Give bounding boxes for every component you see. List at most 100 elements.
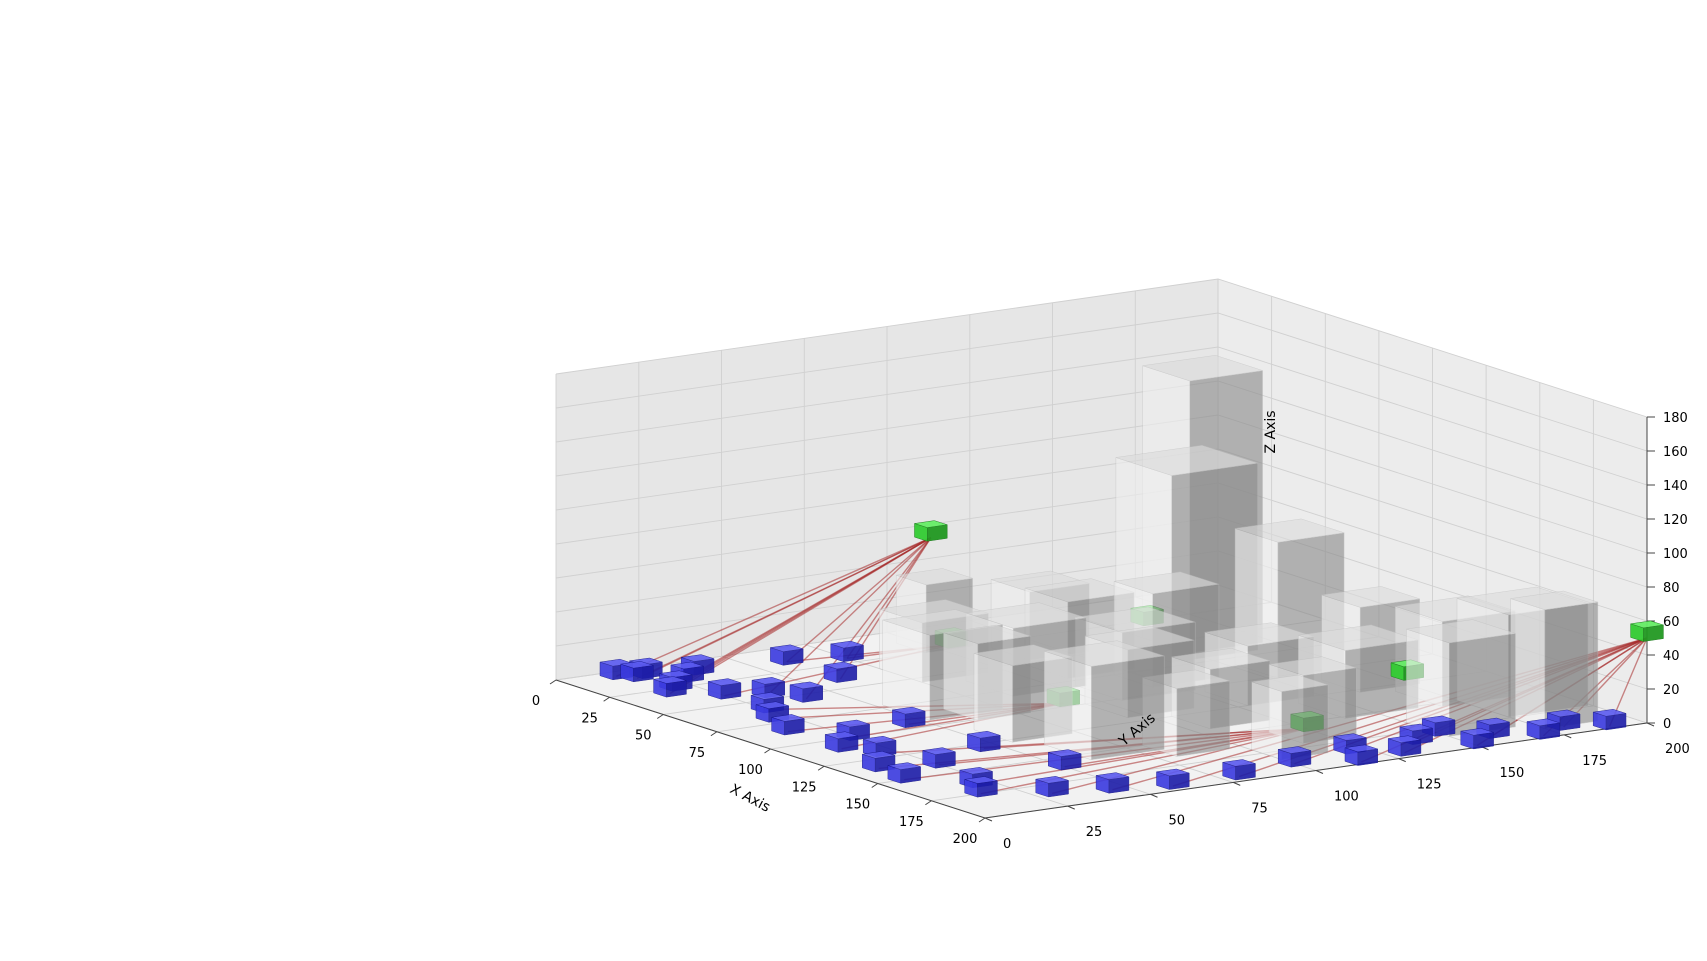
ground-node-top: [755, 701, 789, 709]
ground-node: [1048, 749, 1082, 771]
building-bar-top: [943, 624, 1031, 644]
building-bar-front: [882, 619, 931, 721]
ground-node-top: [823, 661, 857, 670]
building-bar-top: [1075, 606, 1196, 633]
x-tick-mark: [549, 679, 557, 685]
ground-node: [830, 640, 864, 663]
ground-node: [1592, 709, 1627, 731]
y-tick-label: 150: [1500, 766, 1525, 781]
link-line: [636, 537, 932, 679]
building-bar-top: [1142, 355, 1263, 382]
y-tick-label: 75: [1251, 801, 1268, 816]
building-bar-top: [1234, 518, 1345, 543]
ground-node: [789, 681, 823, 703]
ground-node-top: [620, 661, 654, 669]
x-tick-mark: [978, 817, 986, 823]
y-tick-mark: [1564, 734, 1572, 739]
z-grid-line: [555, 312, 1648, 452]
ground-node-top: [1547, 709, 1581, 718]
y-tick-label: 175: [1582, 754, 1607, 769]
ground-node-top: [653, 676, 687, 684]
ground-node-top: [964, 776, 998, 784]
ground-node-top: [967, 730, 1001, 739]
z-tick-label: 160: [1663, 445, 1688, 460]
z-tick-label: 20: [1663, 683, 1680, 698]
ground-node-top: [1460, 728, 1494, 736]
ground-node-top: [708, 678, 741, 686]
ground-node: [1035, 776, 1069, 798]
z-tick-label: 0: [1663, 717, 1671, 732]
building-bar-top: [1044, 640, 1165, 667]
y-tick-mark: [1398, 758, 1406, 763]
ground-node-top: [1399, 723, 1433, 732]
x-tick-mark: [603, 696, 610, 702]
ground-node-top: [1344, 744, 1378, 753]
ground-node-top: [1388, 735, 1421, 743]
x-tick-label: 125: [792, 780, 817, 795]
building-bar-front: [1251, 681, 1282, 760]
building-bar-side: [1544, 601, 1599, 729]
x-tick-mark: [764, 748, 771, 754]
link-line: [846, 537, 932, 659]
ground-node: [1387, 735, 1422, 757]
ground-node: [771, 714, 805, 736]
y-tick-label: 125: [1417, 778, 1442, 793]
ground-node: [892, 706, 926, 729]
y-tick-mark: [1067, 805, 1075, 810]
ground-node-top: [751, 692, 784, 700]
ground-node: [770, 644, 804, 666]
link-line: [767, 537, 932, 695]
ground-node-top: [1035, 776, 1069, 784]
y-tick-mark: [1233, 781, 1241, 786]
x-tick-mark: [817, 765, 825, 771]
ground-node: [1344, 744, 1378, 766]
ground-node-top: [825, 731, 859, 739]
ground-node-top: [1096, 772, 1129, 780]
y-tick-label: 25: [1086, 825, 1103, 840]
x-tick-label: 50: [635, 729, 652, 744]
z-tick-label: 40: [1663, 649, 1680, 664]
x-tick-mark: [710, 731, 718, 737]
building-bar: [1510, 590, 1599, 730]
ground-node: [964, 776, 998, 798]
ground-node-top: [1333, 733, 1367, 741]
ground-node-top: [1156, 768, 1190, 777]
z-tick-label: 140: [1663, 479, 1688, 494]
building-bar-side: [1176, 680, 1231, 757]
ground-node-top: [670, 661, 704, 670]
ground-node-top: [887, 762, 921, 770]
z-axis-label: Z Axis: [1263, 410, 1279, 453]
ground-node: [967, 730, 1001, 753]
building-bar-top: [1269, 656, 1357, 676]
ground-node-top: [751, 677, 785, 685]
ground-node-top: [1476, 717, 1510, 726]
building-bar-top: [1114, 571, 1219, 594]
ground-node: [1222, 759, 1256, 781]
link-line: [786, 537, 932, 663]
x-tick-label: 75: [689, 746, 706, 761]
ground-node: [823, 661, 858, 683]
building-bar-top: [1321, 586, 1420, 608]
ground-node-top: [830, 640, 864, 649]
y-tick-mark: [984, 817, 993, 822]
ground-node-top: [1222, 759, 1256, 767]
ground-node-top: [1422, 715, 1456, 724]
ground-node-top: [892, 706, 926, 715]
relay-node: [1630, 620, 1664, 642]
x-tick-label: 150: [845, 798, 870, 813]
z-tick-label: 100: [1663, 547, 1688, 562]
ground-node-top: [771, 714, 805, 722]
ground-node: [1095, 772, 1130, 794]
ground-node: [707, 678, 742, 700]
building-bar: [1406, 619, 1516, 737]
z-grid-line: [555, 278, 1648, 418]
x-axis-label: X Axis: [727, 781, 773, 815]
ground-node-top: [1278, 746, 1311, 754]
y-tick-mark: [1315, 770, 1324, 774]
relay-node-top: [1630, 620, 1664, 629]
ground-node-top: [681, 654, 715, 662]
x-tick-mark: [925, 800, 932, 806]
z-tick-label: 180: [1663, 411, 1688, 426]
building-bar-front: [1043, 650, 1092, 761]
